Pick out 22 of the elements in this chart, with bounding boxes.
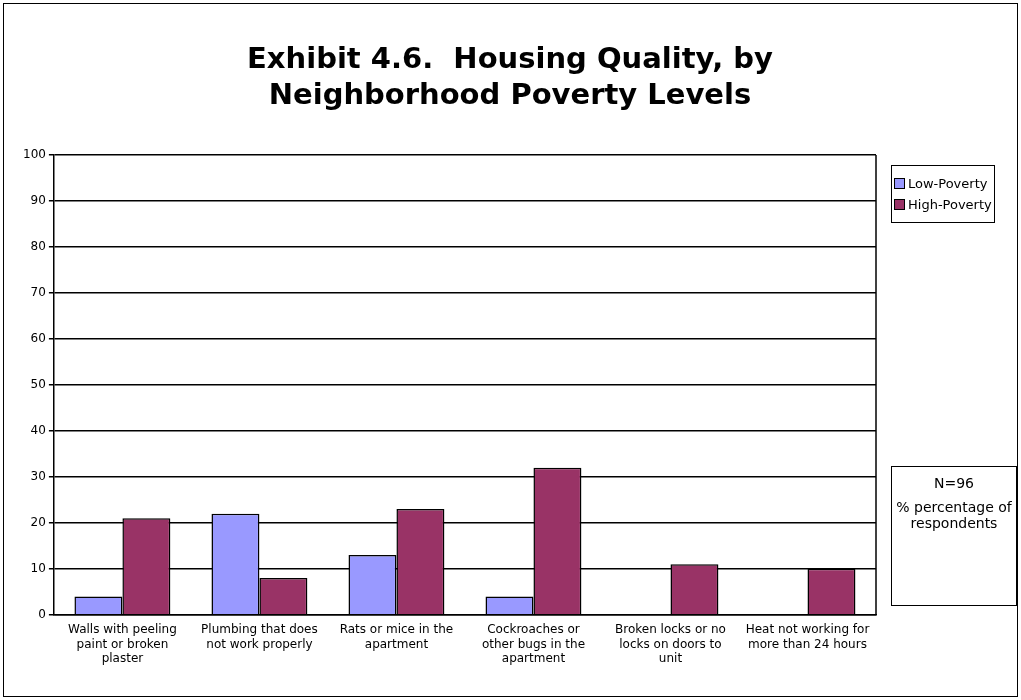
y-tick-label: 60 <box>30 331 46 346</box>
y-tick-label: 40 <box>30 423 46 438</box>
x-tick-label: Rats or mice in the apartment <box>339 622 454 651</box>
y-tick-label: 50 <box>30 377 46 392</box>
x-tick-label: Plumbing that does not work properly <box>201 622 318 651</box>
y-tick-label: 80 <box>30 239 46 254</box>
y-tick-label: 30 <box>30 468 46 483</box>
text: N=96 <box>933 475 975 491</box>
y-tick-label: 20 <box>30 514 46 529</box>
x-tick-label: Broken locks or no locks on doors to unit <box>615 622 726 665</box>
x-tick-label: Walls with peeling paint or broken plaster <box>68 622 177 665</box>
y-tick-label: 90 <box>30 193 46 208</box>
x-tick-label: Cockroaches or other bugs in the apartment <box>481 622 586 665</box>
legend-label: Low-Poverty <box>908 176 988 191</box>
y-tick-label: 10 <box>30 560 46 575</box>
y-tick-label: 100 <box>23 147 46 162</box>
y-tick-label: 0 <box>38 606 46 621</box>
text: % percentage of respondents <box>896 499 1012 531</box>
x-tick-label: Heat not working for more than 24 hours <box>745 622 870 651</box>
legend-label: High-Poverty <box>908 197 992 212</box>
chart-title: Exhibit 4.6. Housing Quality, by Neighborhood Poverty Levels <box>246 40 774 112</box>
y-tick-label: 70 <box>30 285 46 300</box>
